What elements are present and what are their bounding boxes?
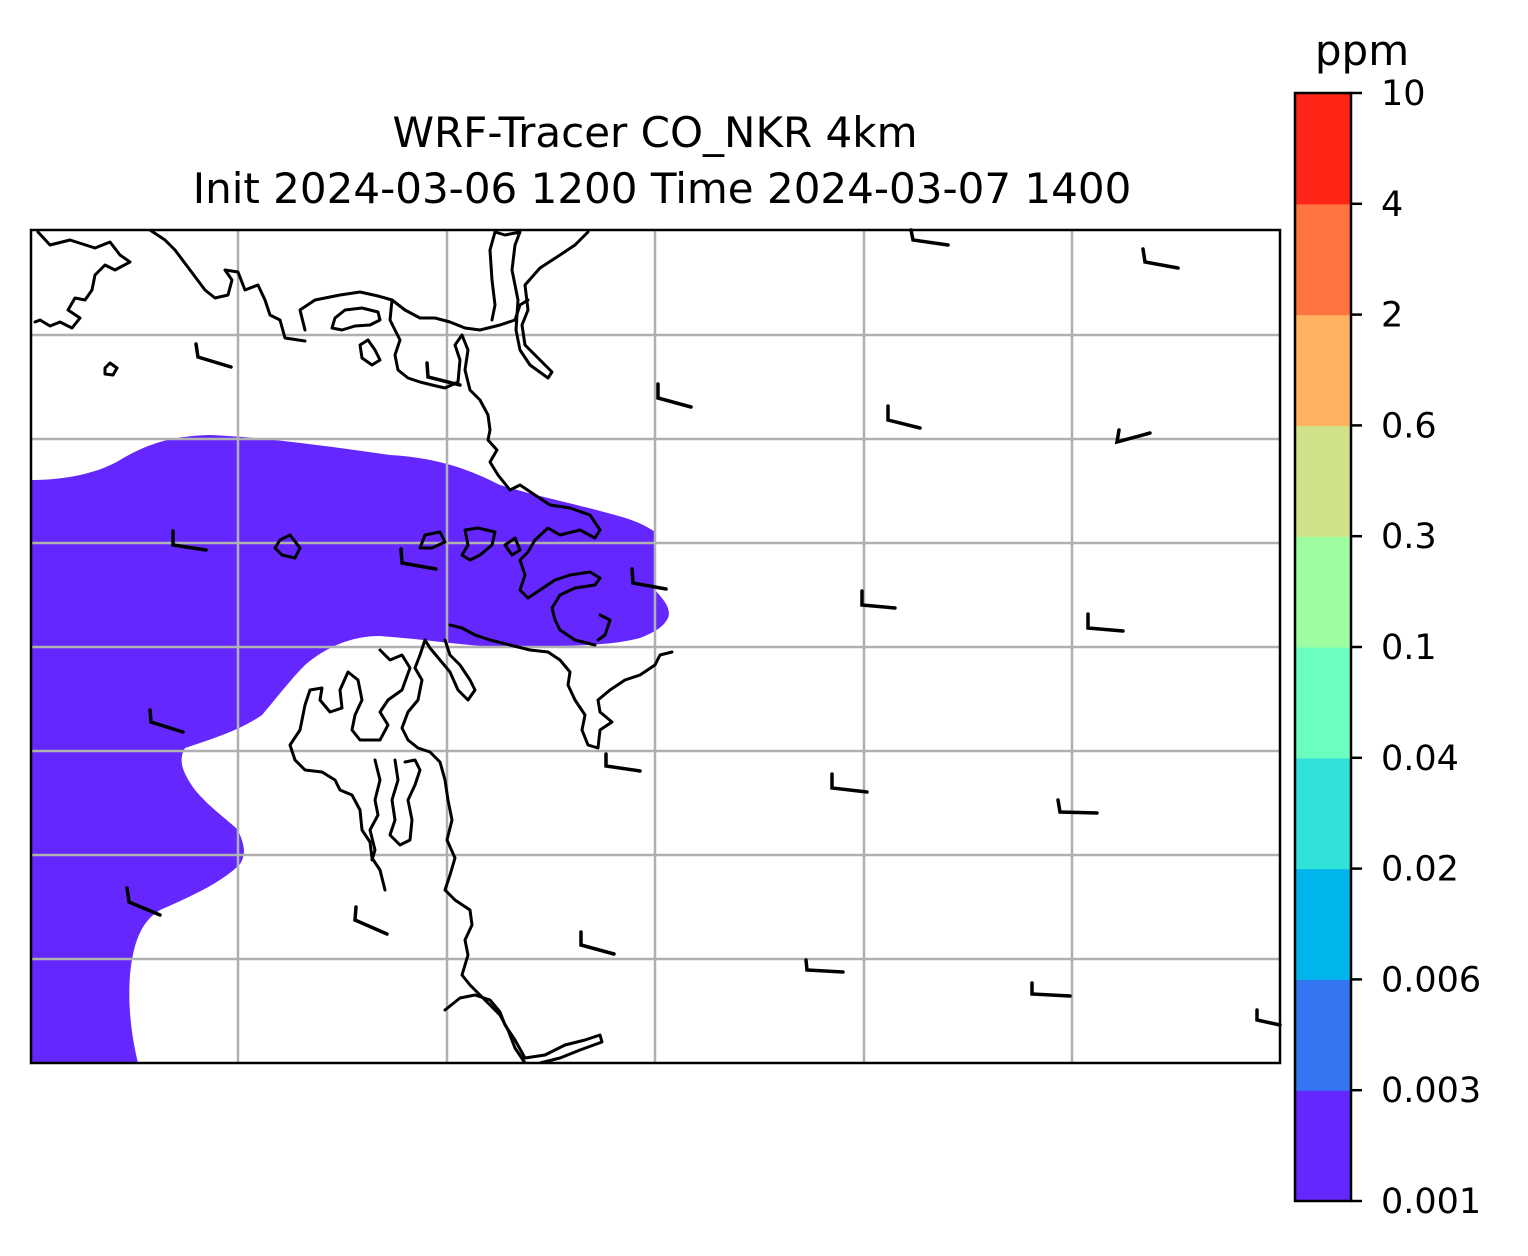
- wind-barb-icon: [125, 886, 162, 917]
- colorbar-tick-label: 4: [1381, 185, 1403, 225]
- wind-barb-icon: [804, 958, 845, 974]
- coastlines: [33, 230, 674, 1063]
- colorbar-swatches: [1295, 93, 1351, 1202]
- coastline-south-west: [288, 648, 412, 892]
- map-frame: [29, 228, 1282, 1065]
- coastline-river-south: [368, 758, 422, 862]
- wind-barb-icon: [171, 529, 208, 552]
- colorbar-tick-label: 0.006: [1381, 960, 1481, 1000]
- wind-barb-icon: [425, 361, 462, 387]
- wind-barb-icon: [656, 382, 693, 409]
- colorbar-tick-label: 10: [1381, 74, 1426, 114]
- colorbar-swatch: [1295, 757, 1351, 870]
- colorbar-swatch: [1295, 647, 1351, 759]
- colorbar-swatch: [1295, 425, 1351, 537]
- wind-barb-icon: [909, 228, 950, 247]
- wind-barb-icon: [194, 342, 233, 369]
- wind-barb-icon: [604, 752, 642, 773]
- colorbar-swatch: [1295, 1090, 1351, 1202]
- wind-barb-icon: [353, 905, 389, 936]
- coastline-isle-2: [273, 533, 302, 560]
- colorbar-swatch: [1295, 536, 1351, 648]
- coastline-islands-mid: [418, 526, 522, 562]
- colorbar-tick-label: 0.04: [1381, 739, 1459, 779]
- colorbar-ticks: 0.001 0.003 0.006 0.02 0.04 0.1 0.3 0.6 2 4 10: [1351, 74, 1481, 1222]
- colorbar-tick-label: 0.3: [1381, 517, 1437, 557]
- wind-barb-icon: [1056, 798, 1099, 815]
- colorbar-swatch: [1295, 93, 1351, 205]
- coastline-north-2: [148, 230, 307, 343]
- coastline-inlet: [358, 338, 382, 367]
- coastline-bay-west: [298, 290, 530, 332]
- coastline-island: [330, 306, 382, 332]
- title-line-1: WRF-Tracer CO_NKR 4km: [392, 108, 917, 157]
- coastline-north: [33, 230, 132, 330]
- coastline-south-coast: [443, 993, 604, 1063]
- coastline-river-3: [488, 230, 497, 322]
- colorbar-swatch: [1295, 203, 1351, 316]
- wind-barb-icon: [1086, 612, 1125, 633]
- wind-barb-icon: [830, 772, 869, 794]
- title-line-2: Init 2024-03-06 1200 Time 2024-03-07 140…: [193, 164, 1132, 213]
- wind-barb-icon: [630, 567, 668, 591]
- coastline-south-delta: [448, 623, 674, 750]
- wind-barb-icon: [1030, 981, 1072, 998]
- colorbar-tick-label: 0.1: [1381, 628, 1437, 668]
- wind-barb-icon: [1141, 247, 1180, 270]
- colorbar-unit-label: ppm: [1315, 26, 1409, 75]
- wind-barb-icon: [399, 547, 438, 571]
- wind-barb-icon: [1114, 428, 1152, 445]
- tracer-plume: [31, 435, 669, 1063]
- colorbar-tick-label: 0.003: [1381, 1071, 1481, 1111]
- coastline-river-2: [493, 230, 590, 380]
- colorbar-swatch: [1295, 979, 1351, 1091]
- wind-barb-icon: [1255, 1008, 1282, 1027]
- colorbar-tick-label: 0.001: [1381, 1182, 1481, 1222]
- map-panel: [29, 228, 1282, 1065]
- wind-barb-icon: [886, 404, 922, 430]
- colorbar-tick-label: 0.6: [1381, 406, 1437, 446]
- colorbar-tick-label: 2: [1381, 296, 1403, 336]
- wind-barbs: [125, 228, 1282, 1027]
- colorbar-tick-label: 0.02: [1381, 850, 1459, 890]
- coastline-river-delta-2: [596, 613, 612, 642]
- wind-barb-icon: [579, 930, 616, 956]
- colorbar: ppm 0.001 0.003 0.006 0.02 0.04 0.1 0.3 0.6 2 4 10: [1293, 26, 1481, 1222]
- colorbar-swatch: [1295, 314, 1351, 426]
- wind-barb-icon: [860, 589, 897, 610]
- colorbar-swatch: [1295, 868, 1351, 980]
- wind-barb-icon: [148, 708, 185, 734]
- coastline-peninsula: [400, 638, 527, 1063]
- coastline-isle-small: [103, 361, 119, 377]
